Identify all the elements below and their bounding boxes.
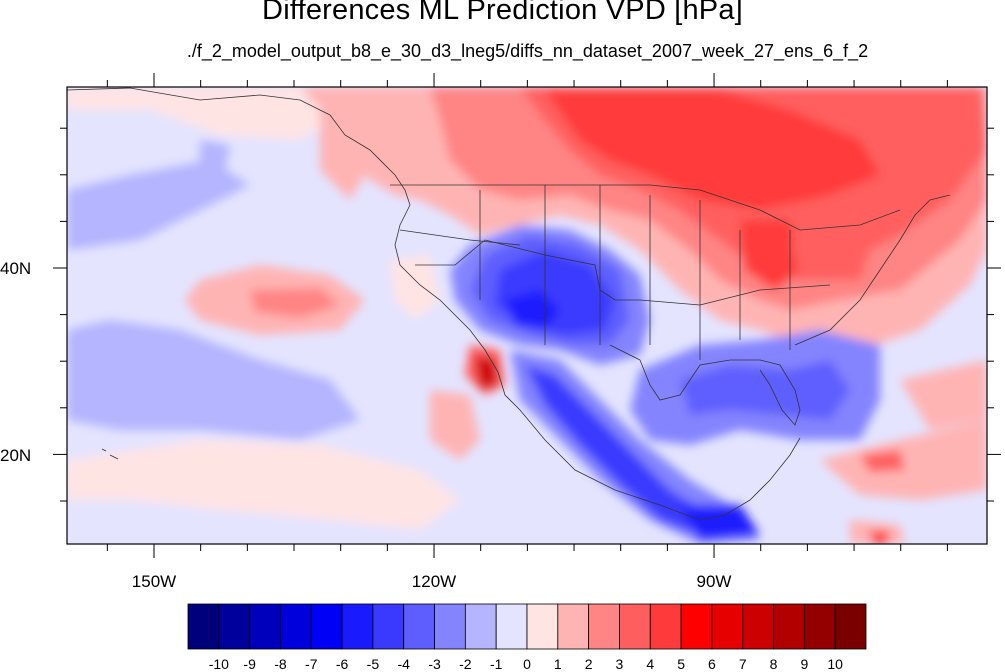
colorbar-label: -5 bbox=[367, 656, 380, 672]
colorbar-swatch bbox=[372, 603, 405, 650]
colorbar-swatch bbox=[619, 603, 651, 650]
lon-label-150w: 150W bbox=[132, 572, 176, 591]
colorbar-label: -9 bbox=[243, 656, 256, 672]
colorbar-swatch bbox=[773, 603, 805, 650]
colorbar-swatch bbox=[711, 603, 744, 650]
colorbar-label: 4 bbox=[646, 656, 654, 672]
colorbar-label: 7 bbox=[739, 656, 747, 672]
colorbar-label: -6 bbox=[336, 656, 349, 672]
colorbar-label: -1 bbox=[490, 656, 503, 672]
colorbar-label: 5 bbox=[677, 656, 685, 672]
lat-label-20n: 20N bbox=[0, 446, 31, 465]
colorbar-labels: -10 -9 -8 -7 -6 -5 -4 -3 -2 -1 0 1 2 3 4 5 6 7 8 9 10 bbox=[209, 656, 843, 672]
colorbar-swatch bbox=[526, 603, 559, 650]
colorbar-swatch bbox=[557, 603, 590, 650]
colorbar-label: -3 bbox=[428, 656, 441, 672]
colorbar-swatch bbox=[464, 603, 497, 650]
lon-label-90w: 90W bbox=[697, 572, 732, 591]
colorbar-label: 10 bbox=[827, 656, 843, 672]
coastline-borders bbox=[67, 87, 951, 521]
map-title: Differences ML Prediction VPD [hPa] bbox=[262, 0, 743, 26]
colorbar-label: -8 bbox=[274, 656, 287, 672]
colorbar-label: 0 bbox=[523, 656, 531, 672]
colorbar-swatch bbox=[280, 603, 312, 650]
colorbar-label: 3 bbox=[616, 656, 624, 672]
colorbar-label: -4 bbox=[398, 656, 411, 672]
colorbar-swatch bbox=[310, 603, 343, 650]
colorbar-label: 6 bbox=[708, 656, 716, 672]
latitude-labels: 40N 20N bbox=[0, 259, 31, 465]
colorbar bbox=[187, 603, 867, 650]
colorbar-swatch bbox=[834, 603, 867, 650]
map-frame bbox=[53, 73, 1001, 558]
longitude-labels: 150W 120W 90W bbox=[132, 572, 732, 591]
colorbar-swatch bbox=[434, 603, 466, 650]
colorbar-label: 2 bbox=[585, 656, 593, 672]
vpd-difference-field bbox=[67, 87, 987, 544]
colorbar-swatch bbox=[403, 603, 435, 650]
colorbar-swatch bbox=[649, 603, 682, 650]
colorbar-label: 9 bbox=[800, 656, 808, 672]
colorbar-swatch bbox=[187, 603, 220, 650]
lon-label-120w: 120W bbox=[412, 572, 456, 591]
lat-label-40n: 40N bbox=[0, 259, 31, 278]
colorbar-swatch bbox=[742, 603, 774, 650]
colorbar-label: 1 bbox=[554, 656, 562, 672]
colorbar-swatch bbox=[588, 603, 620, 650]
colorbar-swatch bbox=[218, 603, 251, 650]
colorbar-label: -7 bbox=[305, 656, 318, 672]
colorbar-swatch bbox=[803, 603, 836, 650]
colorbar-swatch bbox=[249, 603, 281, 650]
colorbar-label: -2 bbox=[459, 656, 472, 672]
colorbar-label: 8 bbox=[770, 656, 778, 672]
colorbar-swatch bbox=[680, 603, 713, 650]
colorbar-swatch bbox=[495, 603, 528, 650]
colorbar-label: -10 bbox=[209, 656, 229, 672]
colorbar-swatch bbox=[341, 603, 374, 650]
map-subtitle: ./f_2_model_output_b8_e_30_d3_lneg5/diff… bbox=[186, 41, 869, 61]
